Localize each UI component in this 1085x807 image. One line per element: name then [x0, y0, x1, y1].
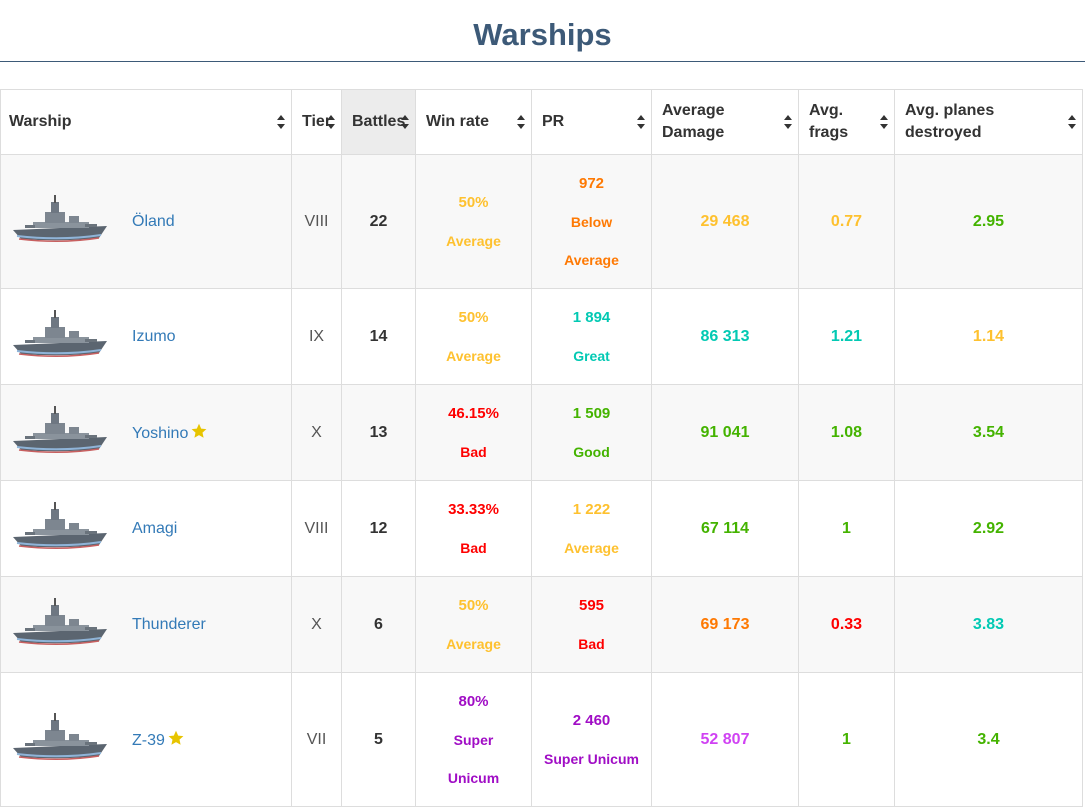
- win-rate-cell: 80% Super Unicum: [415, 672, 532, 807]
- avg-frags-cell: 0.77: [798, 154, 895, 289]
- avg-planes-cell: 3.54: [894, 384, 1083, 481]
- pr-cell: 1 222 Average: [531, 480, 652, 577]
- sort-icon: [879, 114, 889, 130]
- warships-table-container: Warship Tier Battles Win rate PR Average…: [0, 89, 1083, 807]
- battles-cell: 14: [341, 288, 416, 385]
- column-header-average-damage[interactable]: Average Damage: [651, 89, 799, 155]
- tier-cell: X: [291, 576, 342, 673]
- ship-name-link[interactable]: Z-39: [132, 730, 184, 750]
- tier-cell: VIII: [291, 154, 342, 289]
- ship-image: [11, 499, 109, 559]
- sort-icon: [1067, 114, 1077, 130]
- ship-image: [11, 307, 109, 367]
- pr-cell: 1 894 Great: [531, 288, 652, 385]
- table-row: Amagi VIII 12 33.33% Bad 1 222 Average 67 …: [0, 480, 1083, 577]
- sort-icon: [516, 114, 526, 130]
- table-row: Izumo IX 14 50% Average 1 894 Great 86 313…: [0, 288, 1083, 385]
- win-rate-cell: 50% Average: [415, 154, 532, 289]
- avg-damage-cell: 91 041: [651, 384, 799, 481]
- win-rate-cell: 50% Average: [415, 288, 532, 385]
- battles-cell: 22: [341, 154, 416, 289]
- pr-cell: 1 509 Good: [531, 384, 652, 481]
- sort-icon: [783, 114, 793, 130]
- avg-planes-cell: 1.14: [894, 288, 1083, 385]
- tier-cell: IX: [291, 288, 342, 385]
- page-title: Warships: [0, 0, 1085, 62]
- avg-frags-cell: 1.08: [798, 384, 895, 481]
- column-header-avg-planes-destroyed[interactable]: Avg. planes destroyed: [894, 89, 1083, 155]
- warships-table: Warship Tier Battles Win rate PR Average…: [0, 89, 1083, 807]
- avg-planes-cell: 2.92: [894, 480, 1083, 577]
- tier-cell: VII: [291, 672, 342, 807]
- warship-cell: Amagi: [0, 480, 292, 577]
- table-row: Yoshino X 13 46.15% Bad 1 509 Good 91 041 …: [0, 384, 1083, 481]
- warship-cell: Thunderer: [0, 576, 292, 673]
- star-icon: [168, 730, 184, 746]
- pr-cell: 2 460 Super Unicum: [531, 672, 652, 807]
- column-header-tier[interactable]: Tier: [291, 89, 342, 155]
- column-header-battles[interactable]: Battles: [341, 89, 416, 155]
- avg-planes-cell: 3.83: [894, 576, 1083, 673]
- avg-frags-cell: 0.33: [798, 576, 895, 673]
- win-rate-cell: 46.15% Bad: [415, 384, 532, 481]
- table-row: Öland VIII 22 50% Average 972 Below Average…: [0, 154, 1083, 289]
- pr-cell: 972 Below Average: [531, 154, 652, 289]
- ship-name-link[interactable]: Izumo: [132, 327, 176, 345]
- sort-icon: [636, 114, 646, 130]
- table-row: Thunderer X 6 50% Average 595 Bad 69 173 0…: [0, 576, 1083, 673]
- sort-icon: [400, 114, 410, 130]
- ship-name-link[interactable]: Thunderer: [132, 615, 206, 633]
- battles-cell: 13: [341, 384, 416, 481]
- avg-planes-cell: 2.95: [894, 154, 1083, 289]
- ship-image: [11, 192, 109, 252]
- avg-frags-cell: 1: [798, 672, 895, 807]
- avg-damage-cell: 29 468: [651, 154, 799, 289]
- ship-image: [11, 710, 109, 770]
- avg-damage-cell: 86 313: [651, 288, 799, 385]
- avg-damage-cell: 69 173: [651, 576, 799, 673]
- ship-image: [11, 403, 109, 463]
- tier-cell: X: [291, 384, 342, 481]
- warship-cell: Izumo: [0, 288, 292, 385]
- ship-image: [11, 595, 109, 655]
- battles-cell: 12: [341, 480, 416, 577]
- warship-cell: Z-39: [0, 672, 292, 807]
- ship-name-link[interactable]: Öland: [132, 212, 175, 230]
- avg-frags-cell: 1: [798, 480, 895, 577]
- column-header-avg-frags[interactable]: Avg. frags: [798, 89, 895, 155]
- win-rate-cell: 33.33% Bad: [415, 480, 532, 577]
- avg-damage-cell: 52 807: [651, 672, 799, 807]
- avg-damage-cell: 67 114: [651, 480, 799, 577]
- sort-icon: [276, 114, 286, 130]
- ship-name-link[interactable]: Amagi: [132, 519, 178, 537]
- win-rate-cell: 50% Average: [415, 576, 532, 673]
- tier-cell: VIII: [291, 480, 342, 577]
- battles-cell: 6: [341, 576, 416, 673]
- avg-planes-cell: 3.4: [894, 672, 1083, 807]
- column-header-win-rate[interactable]: Win rate: [415, 89, 532, 155]
- table-header-row: Warship Tier Battles Win rate PR Average…: [0, 89, 1083, 155]
- star-icon: [191, 423, 207, 439]
- battles-cell: 5: [341, 672, 416, 807]
- warship-cell: Öland: [0, 154, 292, 289]
- column-header-warship[interactable]: Warship: [0, 89, 292, 155]
- table-row: Z-39 VII 5 80% Super Unicum 2 460 Super Uni…: [0, 672, 1083, 807]
- avg-frags-cell: 1.21: [798, 288, 895, 385]
- column-header-pr[interactable]: PR: [531, 89, 652, 155]
- sort-icon: [326, 114, 336, 130]
- pr-cell: 595 Bad: [531, 576, 652, 673]
- ship-name-link[interactable]: Yoshino: [132, 423, 207, 443]
- warship-cell: Yoshino: [0, 384, 292, 481]
